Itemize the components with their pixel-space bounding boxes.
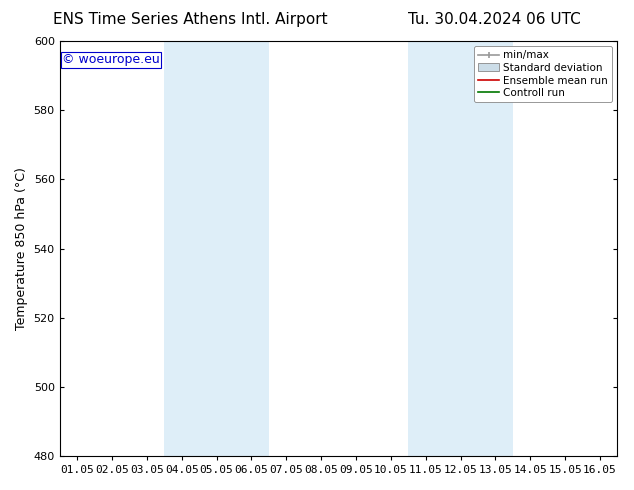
Text: ENS Time Series Athens Intl. Airport: ENS Time Series Athens Intl. Airport	[53, 12, 328, 27]
Text: Tu. 30.04.2024 06 UTC: Tu. 30.04.2024 06 UTC	[408, 12, 581, 27]
Bar	[408, 41, 513, 456]
Bar	[164, 41, 269, 456]
Legend: min/max, Standard deviation, Ensemble mean run, Controll run: min/max, Standard deviation, Ensemble me…	[474, 46, 612, 102]
Text: © woeurope.eu: © woeurope.eu	[63, 53, 160, 67]
Y-axis label: Temperature 850 hPa (°C): Temperature 850 hPa (°C)	[15, 167, 28, 330]
